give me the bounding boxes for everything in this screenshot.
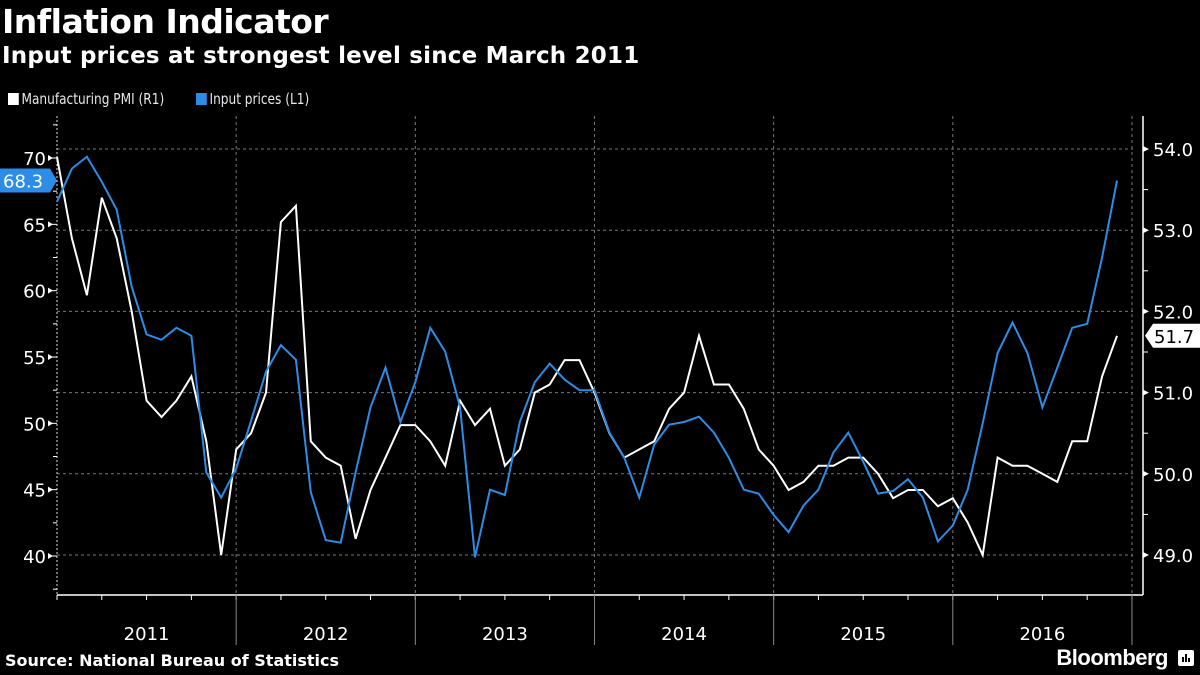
left-axis-tick-label: 55 (23, 348, 46, 369)
input-prices-value-badge (0, 168, 57, 193)
legend-swatch-input-prices (195, 93, 207, 105)
source-note: Source: National Bureau of Statistics (5, 651, 340, 670)
left-tick-arrow (48, 354, 53, 360)
axes: 40 45 50 55 60 65 70 49.0 50.0 51.0 52.0 53.0 54.0 20… (23, 116, 1193, 645)
left-tick-arrow (48, 420, 53, 427)
legend-item-pmi: Manufacturing PMI (R1) (8, 90, 164, 108)
left-tick-arrow (48, 155, 53, 161)
right-axis-tick-label: 53.0 (1153, 221, 1193, 242)
legend-label-pmi: Manufacturing PMI (R1) (21, 90, 165, 108)
input-prices-line (56, 155, 1118, 558)
right-tick-arrow (1143, 389, 1149, 396)
left-axis-tick-label: 45 (23, 481, 46, 502)
right-axis-tick-label: 49.0 (1153, 546, 1193, 567)
x-axis-year-label: 2015 (840, 624, 886, 645)
right-tick-arrow (1143, 470, 1149, 477)
right-tick-arrow (1143, 308, 1149, 315)
left-tick-arrow (48, 486, 53, 493)
pmi-value-badge (1145, 323, 1200, 348)
x-axis-year-label: 2016 (1019, 624, 1065, 645)
left-axis-tick-label: 70 (23, 149, 46, 170)
x-axis-year-label: 2011 (124, 624, 170, 645)
left-axis-tick-label: 50 (23, 414, 46, 435)
chart-title: Inflation Indicator (2, 2, 329, 41)
input-prices-value-label: 68.3 (3, 172, 43, 193)
x-axis-year-label: 2012 (303, 624, 349, 645)
right-axis-tick-label: 51.0 (1153, 384, 1193, 405)
left-axis-tick-label: 40 (23, 547, 46, 568)
legend-label-input-prices: Input prices (L1) (209, 90, 309, 108)
chart-subtitle: Input prices at strongest level since Ma… (2, 43, 640, 69)
x-axis-year-label: 2013 (482, 624, 528, 645)
left-tick-arrow (48, 221, 53, 228)
right-tick-arrow (1143, 227, 1149, 234)
x-axis-year-label: 2014 (661, 624, 707, 645)
right-axis-tick-label: 50.0 (1153, 465, 1193, 486)
value-badges: 51.7 68.3 (0, 168, 1200, 348)
left-tick-arrow (48, 287, 53, 294)
series-lines (56, 155, 1118, 559)
bloomberg-logo: Bloomberg (1056, 645, 1168, 670)
manufacturing-pmi-line (56, 156, 1118, 559)
right-axis-tick-label: 52.0 (1153, 302, 1193, 323)
left-tick-arrow (48, 553, 53, 559)
right-tick-arrow (1143, 146, 1149, 152)
legend-swatch-pmi (8, 93, 19, 105)
legend: Manufacturing PMI (R1) Input prices (L1) (8, 90, 321, 108)
left-axis-tick-label: 60 (23, 282, 46, 303)
gridlines (57, 116, 1133, 595)
right-tick-arrow (1143, 552, 1149, 558)
right-axis-tick-label: 54.0 (1153, 140, 1193, 161)
pmi-value-label: 51.7 (1154, 327, 1194, 348)
bloomberg-chart-icon (1178, 650, 1194, 666)
left-axis-tick-label: 65 (23, 215, 46, 236)
bar-chart-icon (1182, 654, 1190, 662)
legend-item-input-prices: Input prices (L1) (195, 90, 309, 108)
